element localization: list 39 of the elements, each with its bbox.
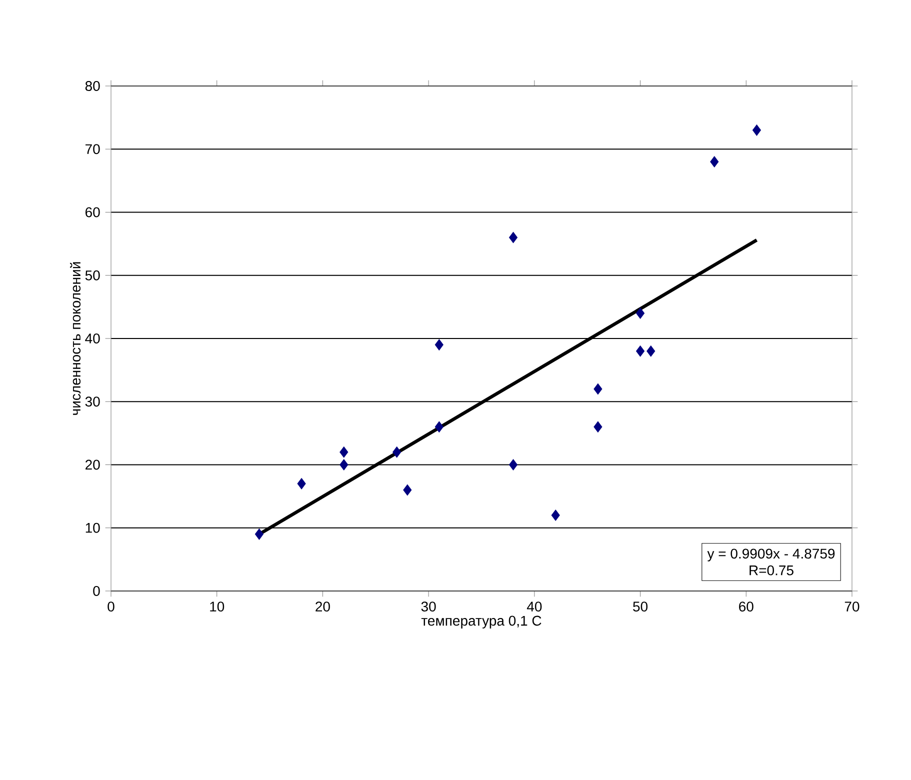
- point: [434, 421, 444, 432]
- point: [340, 446, 348, 458]
- y-tick-label: 60: [86, 207, 100, 218]
- y-tick-label: 0: [93, 586, 100, 596]
- x-tick-label: 0: [108, 602, 114, 612]
- point: [594, 383, 602, 395]
- point: [508, 232, 518, 244]
- x-tick-label: 30: [421, 602, 436, 612]
- y-tick-label: 80: [85, 81, 100, 91]
- point: [710, 156, 719, 168]
- point: [551, 510, 560, 521]
- point: [636, 308, 645, 319]
- y-axis-title: численность поколений: [70, 262, 81, 415]
- point: [636, 346, 645, 357]
- x-tick-label: 20: [316, 602, 330, 612]
- point: [752, 124, 761, 136]
- x-tick-label: 40: [526, 602, 542, 612]
- x-axis-title: температура 0,1 С: [421, 616, 542, 628]
- point: [403, 484, 412, 496]
- x-tick-label: 10: [210, 602, 224, 612]
- point: [594, 421, 602, 432]
- y-tick-label: 30: [85, 396, 100, 407]
- point: [297, 478, 306, 490]
- y-tick-label: 20: [86, 460, 100, 470]
- x-tick-label: 60: [739, 602, 754, 612]
- y-tick-label: 10: [86, 522, 100, 533]
- x-tick-label: 50: [633, 602, 648, 612]
- y-tick-label: 70: [86, 144, 100, 154]
- annotation: R=0.75: [750, 565, 794, 576]
- y-tick-label: 50: [85, 270, 100, 280]
- annotation: y = 0.9909x - 4.8759: [707, 548, 835, 562]
- point: [434, 339, 444, 350]
- y-tick-label: 40: [85, 334, 100, 344]
- point: [254, 528, 264, 540]
- x-tick-label: 70: [844, 602, 860, 612]
- point: [508, 459, 518, 470]
- point: [392, 446, 402, 458]
- point: [646, 346, 656, 357]
- point: [340, 459, 348, 470]
